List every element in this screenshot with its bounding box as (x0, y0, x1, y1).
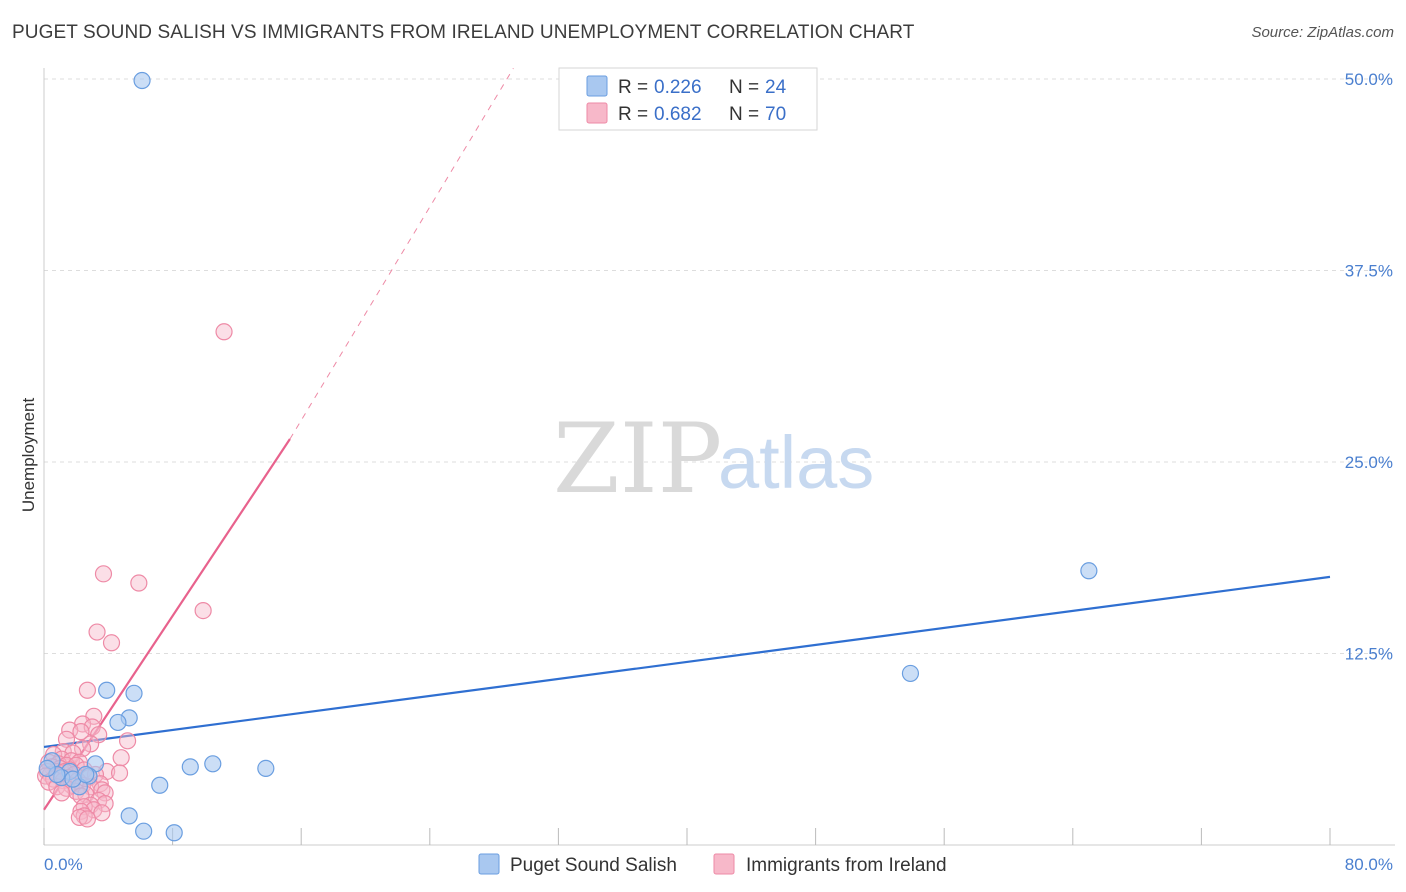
source-credit: Source: ZipAtlas.com (1251, 24, 1394, 41)
legend-box: R = 0.226 N = 24 R = 0.682 N = 70 (558, 67, 818, 131)
trend-lines (43, 68, 1331, 811)
trend-line-extension (289, 68, 514, 440)
point-immigrants-from-ireland (194, 602, 212, 620)
watermark-zip: ZIP (553, 403, 722, 515)
axes (43, 68, 1395, 846)
bottom-legend: Puget Sound Salish Immigrants from Irela… (478, 853, 947, 876)
point-puget-sound-salish (133, 71, 151, 90)
y-tick-label: 50.0% (1345, 70, 1393, 89)
point-puget-sound-salish (257, 759, 275, 778)
x-tick-min: 0.0% (44, 855, 83, 874)
legend-r-value: 0.682 (654, 104, 702, 125)
legend-swatch-pink (586, 102, 608, 124)
y-tick-label: 12.5% (1345, 645, 1393, 664)
point-immigrants-from-ireland (73, 739, 92, 758)
point-immigrants-from-ireland (72, 723, 90, 741)
bottom-legend-label-pink: Immigrants from Ireland (746, 855, 947, 876)
point-immigrants-from-ireland (78, 810, 97, 828)
watermark-atlas: atlas (718, 421, 874, 504)
point-puget-sound-salish (165, 824, 183, 842)
point-immigrants-from-ireland (88, 623, 106, 641)
point-immigrants-from-ireland (93, 781, 111, 799)
point-puget-sound-salish (1080, 562, 1098, 580)
point-puget-sound-salish (181, 758, 199, 776)
point-puget-sound-salish (109, 713, 127, 732)
y-tick-labels: 12.5% 25.0% 37.5% 50.0% (1345, 70, 1393, 664)
legend-swatch-blue (586, 75, 608, 97)
point-immigrants-from-ireland (78, 681, 97, 699)
point-puget-sound-salish (204, 755, 222, 773)
point-puget-sound-salish (901, 664, 920, 683)
legend-n-label: N = (729, 77, 759, 98)
trend-line-puget-sound-salish (43, 575, 1331, 749)
legend-r-label: R = (618, 77, 648, 98)
point-puget-sound-salish (98, 681, 116, 699)
y-tick-label: 37.5% (1345, 262, 1393, 281)
bottom-legend-swatch-pink (713, 853, 735, 875)
point-immigrants-from-ireland (112, 749, 130, 767)
point-puget-sound-salish (125, 684, 143, 702)
trend-line-immigrants-from-ireland (43, 438, 291, 811)
point-puget-sound-salish (135, 822, 153, 840)
point-puget-sound-salish (120, 807, 138, 825)
legend-r-label: R = (618, 104, 648, 125)
point-immigrants-from-ireland (215, 323, 233, 341)
point-immigrants-from-ireland (53, 784, 71, 802)
y-axis-label: Unemployment (19, 398, 38, 513)
point-puget-sound-salish (77, 765, 95, 784)
x-tick-max: 80.0% (1345, 855, 1393, 874)
grid-lines (44, 78, 1395, 654)
point-immigrants-from-ireland (130, 574, 148, 592)
legend-n-label: N = (729, 104, 759, 125)
point-immigrants-from-ireland (94, 565, 113, 583)
watermark: ZIP atlas (553, 403, 874, 515)
point-puget-sound-salish (38, 759, 56, 778)
bottom-legend-label-blue: Puget Sound Salish (510, 855, 677, 876)
legend-n-value: 70 (765, 104, 786, 125)
point-immigrants-from-ireland (82, 735, 100, 753)
chart-title: PUGET SOUND SALISH VS IMMIGRANTS FROM IR… (12, 22, 915, 43)
data-points (37, 71, 1098, 842)
point-immigrants-from-ireland (110, 764, 129, 782)
point-immigrants-from-ireland (102, 634, 121, 652)
point-immigrants-from-ireland (93, 804, 111, 822)
point-immigrants-from-ireland (118, 732, 137, 750)
legend-n-value: 24 (765, 77, 787, 98)
bottom-legend-swatch-blue (478, 853, 500, 875)
legend-r-value: 0.226 (654, 77, 702, 98)
point-puget-sound-salish (151, 776, 169, 794)
y-tick-label: 25.0% (1345, 453, 1393, 472)
